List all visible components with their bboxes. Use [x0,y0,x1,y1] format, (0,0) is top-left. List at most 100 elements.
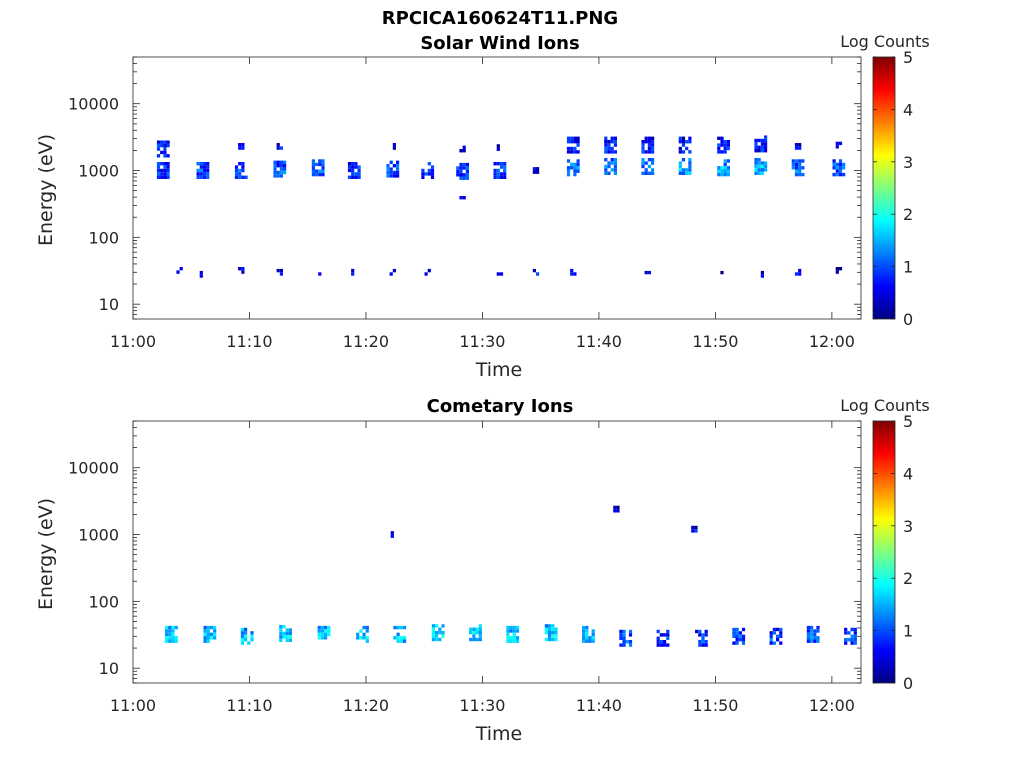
data-cell [165,632,169,637]
data-cell [760,171,764,175]
data-cell [396,632,400,637]
data-cell [607,146,611,151]
data-cell [273,164,277,168]
spectrogram-layer [165,505,857,647]
data-cell [613,143,617,147]
data-cell [678,136,682,140]
x-tick-label: 11:10 [226,332,272,351]
data-cell [573,172,577,177]
data-cell [604,164,608,169]
data-cell [779,627,783,632]
data-cell [576,159,580,163]
x-tick-label: 11:50 [692,696,738,715]
data-burst [691,525,698,533]
data-cell [282,625,286,629]
data-cell [320,632,324,637]
data-burst [769,627,783,645]
data-cell [741,638,746,642]
data-cell [206,162,210,166]
data-cell [324,625,328,630]
data-cell [424,172,428,176]
data-cell [431,634,435,638]
data-cell [760,149,764,153]
data-cell [613,505,617,510]
data-cell [396,160,400,164]
data-cell [576,143,580,147]
data-cell [791,159,795,163]
data-cell [554,627,558,631]
data-cell [156,165,161,169]
data-cell [472,627,476,631]
data-cell [496,162,500,166]
data-cell [701,636,705,640]
data-cell [213,629,217,633]
figure-title: RPCICA160624T11.PNG [382,8,618,29]
data-cell [573,140,577,144]
data-cell [365,625,369,630]
data-cell [512,632,516,637]
data-cell [835,141,839,146]
data-cell [666,629,670,634]
data-cell [798,146,802,150]
colorbar-tick-label: 4 [903,100,913,119]
data-cell [279,146,283,150]
data-cell [469,637,473,642]
data-cell [327,625,331,630]
data-cell [576,166,580,170]
data-cell [234,165,239,169]
data-cell [801,172,805,177]
data-cell [806,625,810,630]
data-cell [202,162,207,166]
data-cell [359,629,363,633]
data-cell [835,267,839,271]
data-burst [496,144,500,151]
data-cell [769,631,773,635]
colorbar-tick-label: 1 [903,258,913,277]
data-cell [285,635,289,639]
data-cell [390,531,394,535]
data-cell [663,640,667,644]
data-burst [695,629,708,647]
data-cell [279,164,283,168]
data-cell [206,636,210,640]
data-cell [548,634,552,638]
data-cell [723,150,727,154]
data-cell [720,150,724,154]
data-cell [663,643,667,647]
data-cell [735,627,739,632]
data-cell [619,629,623,634]
data-cell [656,629,660,634]
data-cell [156,147,161,151]
data-cell [704,629,708,634]
data-cell [835,169,839,173]
data-cell [288,631,292,636]
data-cell [691,529,695,533]
colorbar-tick-label: 5 [903,48,913,67]
data-cell [283,170,287,175]
data-cell [244,175,248,179]
data-cell [798,162,802,167]
data-burst [760,270,764,278]
data-cell [283,164,287,168]
data-cell [399,636,403,640]
data-cell [456,173,460,177]
data-cell [421,172,425,176]
data-cell [165,636,169,640]
data-cell [156,143,161,148]
data-cell [506,629,510,633]
data-cell [493,162,497,166]
data-cell [832,166,836,170]
data-cell [199,274,203,278]
data-cell [591,636,595,640]
data-burst [234,162,248,179]
y-axis: 10 100 1000 10000 [68,420,861,684]
y-tick-label: 10000 [68,95,119,114]
data-cell [320,629,324,633]
x-tick-label: 11:40 [576,332,622,351]
data-cell [610,146,614,151]
x-tick-label: 12:00 [809,696,855,715]
data-cell [619,643,623,647]
data-cell [813,636,817,640]
data-cell [362,625,366,630]
data-cell [656,636,660,640]
